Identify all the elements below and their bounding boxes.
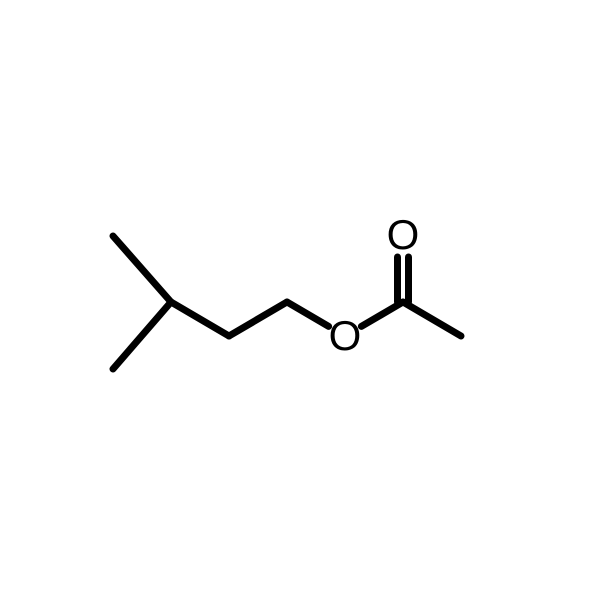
atom-label: O — [329, 315, 362, 357]
structure-canvas: OO — [0, 0, 600, 600]
bond-line — [113, 236, 171, 302]
atom-label: O — [387, 214, 420, 256]
bond-line — [403, 302, 461, 336]
bond-line — [287, 302, 329, 326]
bond-line — [361, 302, 403, 326]
bond-line — [113, 302, 171, 369]
bond-line — [229, 302, 287, 336]
bond-layer — [0, 0, 600, 600]
bond-line — [171, 302, 229, 336]
